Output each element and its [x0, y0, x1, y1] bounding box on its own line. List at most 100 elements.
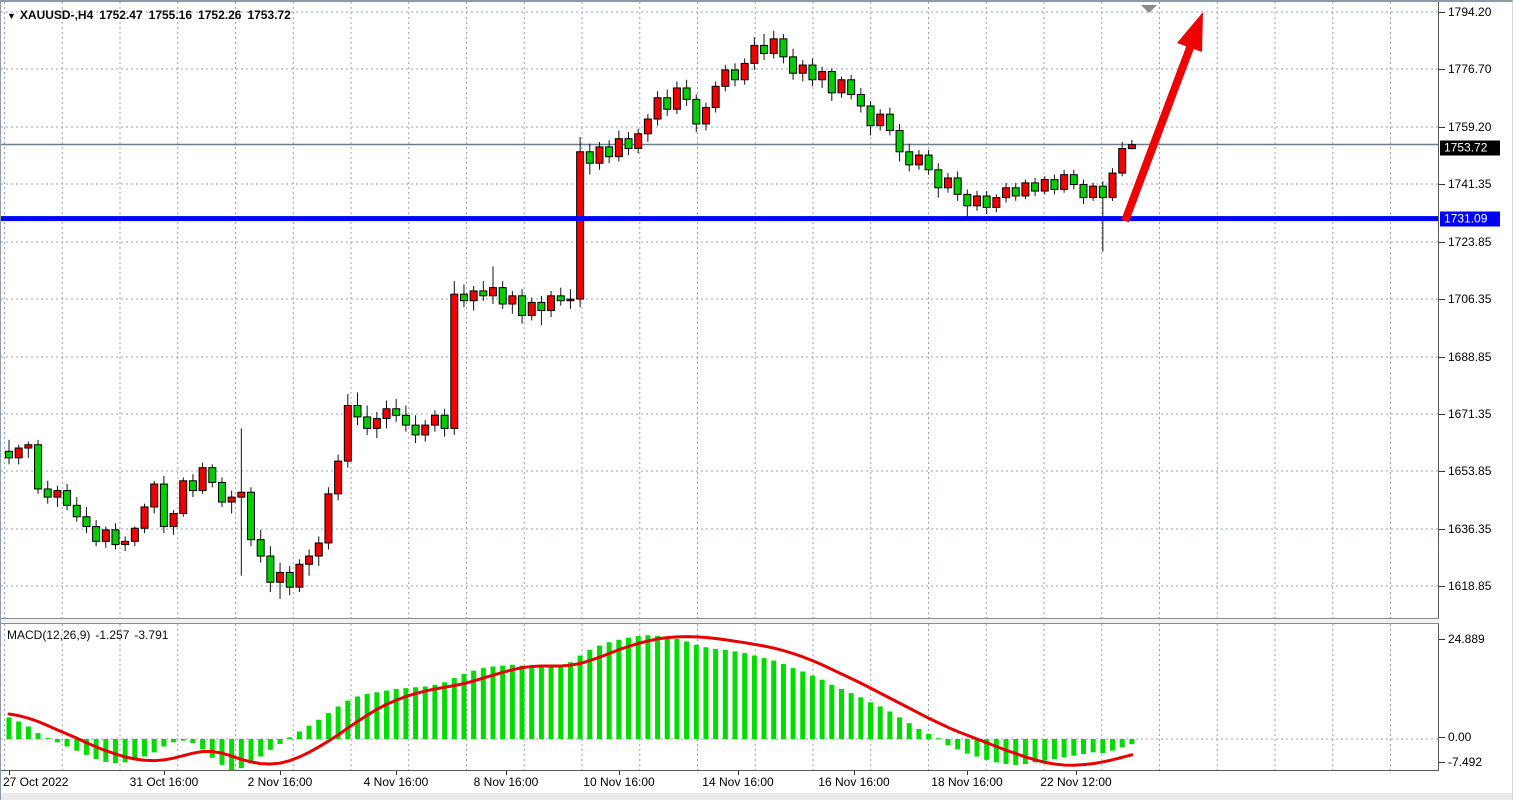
candle	[692, 94, 701, 133]
macd-bar	[771, 660, 777, 739]
candle	[769, 30, 778, 59]
macd-axis-tick	[1439, 762, 1445, 763]
candle-body-bear	[585, 151, 594, 164]
ohlc-high: 1755.16	[148, 8, 193, 22]
macd-bar	[945, 739, 951, 746]
candle	[943, 173, 952, 193]
time-axis[interactable]: 27 Oct 2022 31 Oct 16:00 2 Nov 16:00 4 Nov …	[1, 771, 1512, 800]
ohlc-open: 1752.47	[99, 8, 143, 22]
candle-body-bear	[779, 38, 788, 58]
candle	[789, 48, 798, 80]
support-line[interactable]	[1, 216, 1439, 222]
candle-body-bear	[43, 488, 52, 498]
candle-body-bull	[169, 513, 178, 528]
time-axis-tick	[506, 771, 507, 775]
price-axis-label: 1723.85	[1448, 235, 1492, 249]
candle	[818, 66, 827, 88]
candle	[34, 439, 43, 494]
candle-body-bear	[789, 56, 798, 74]
price-pane[interactable]: ▼ XAUUSD-,H4 1752.47 1755.16 1752.26 1753.72	[1, 2, 1439, 618]
price-axis-label: 1776.70	[1448, 62, 1492, 76]
price-axis-label: 1706.35	[1448, 292, 1492, 306]
macd-bar	[1042, 739, 1048, 761]
macd-bar	[819, 679, 825, 739]
macd-bar	[955, 739, 961, 750]
candle-body-bear	[498, 287, 507, 305]
price-axis-label: 1688.85	[1448, 350, 1492, 364]
candle-body-bull	[547, 295, 556, 312]
candle-body-bear	[5, 450, 13, 459]
trend-arrow-shaft	[1121, 43, 1195, 223]
candle	[663, 89, 672, 116]
time-axis-label: 14 Nov 16:00	[702, 775, 774, 789]
macd-bar	[64, 739, 70, 747]
macd-bar	[200, 739, 206, 750]
macd-bar	[964, 739, 970, 754]
symbol-dropdown-icon[interactable]: ▼	[7, 11, 16, 21]
price-axis-tick	[1439, 357, 1445, 358]
candle-body-bull	[430, 414, 439, 426]
price-axis-label: 1618.85	[1448, 579, 1492, 593]
candle-body-bull	[643, 118, 652, 135]
candle	[469, 285, 478, 311]
candle	[1069, 169, 1078, 190]
macd-bar	[722, 649, 728, 739]
candle-body-bull	[421, 424, 430, 436]
price-axis-label: 1741.35	[1448, 177, 1492, 191]
candle-body-bear	[208, 467, 217, 483]
candle	[643, 114, 652, 142]
candle	[866, 101, 875, 136]
candle	[285, 565, 294, 596]
candle-body-bear	[34, 444, 43, 490]
candle	[624, 132, 633, 156]
candle	[847, 74, 856, 100]
candle	[547, 290, 556, 318]
macd-bar	[1071, 739, 1077, 756]
candle-body-bear	[624, 138, 633, 150]
candle	[72, 497, 81, 522]
time-axis-tick	[967, 771, 968, 775]
macd-signal-line	[7, 635, 1134, 767]
candle	[721, 65, 730, 92]
macd-bar	[74, 739, 80, 751]
candle	[953, 171, 962, 201]
candle-body-bear	[682, 87, 691, 100]
time-axis-label: 27 Oct 2022	[3, 775, 69, 789]
candle	[459, 284, 468, 308]
candle-body-bear	[159, 483, 168, 528]
candle	[169, 510, 178, 535]
price-axis-tick	[1439, 471, 1445, 472]
candle	[188, 474, 197, 498]
candle-body-bear	[479, 290, 488, 297]
candle	[982, 191, 991, 214]
macd-axis-label: 0.00	[1448, 730, 1472, 744]
macd-bar	[151, 739, 157, 753]
candle-body-bear	[866, 105, 875, 127]
candle-body-bear	[856, 93, 865, 107]
candle	[53, 485, 62, 507]
macd-bar	[229, 739, 235, 770]
candle-body-bull	[701, 107, 710, 125]
candle-body-bear	[1069, 174, 1078, 186]
candle-body-bear	[1050, 179, 1059, 190]
trend-arrow[interactable]	[1121, 12, 1203, 223]
time-axis-tick	[280, 771, 281, 775]
pane-divider[interactable]	[1, 618, 1512, 624]
macd-bar	[742, 653, 748, 739]
candle	[1040, 176, 1049, 195]
macd-pane[interactable]: MACD(12,26,9) -1.257 -3.791	[1, 624, 1439, 770]
candle-body-bear	[556, 295, 565, 302]
candle-body-bull	[1002, 187, 1011, 199]
macd-bar	[171, 739, 177, 743]
macd-bar	[16, 721, 22, 739]
price-axis[interactable]: 1794.20 1776.70 1759.20 1741.35 1723.85 1706.…	[1439, 2, 1512, 771]
macd-bar	[190, 739, 196, 744]
candle	[527, 297, 536, 321]
macd-bar	[800, 671, 806, 739]
macd-bar	[635, 636, 641, 739]
candle	[779, 33, 788, 64]
time-axis-tick	[854, 771, 855, 775]
candle	[276, 562, 285, 599]
candle	[5, 439, 13, 465]
candle-body-bear	[982, 195, 991, 208]
